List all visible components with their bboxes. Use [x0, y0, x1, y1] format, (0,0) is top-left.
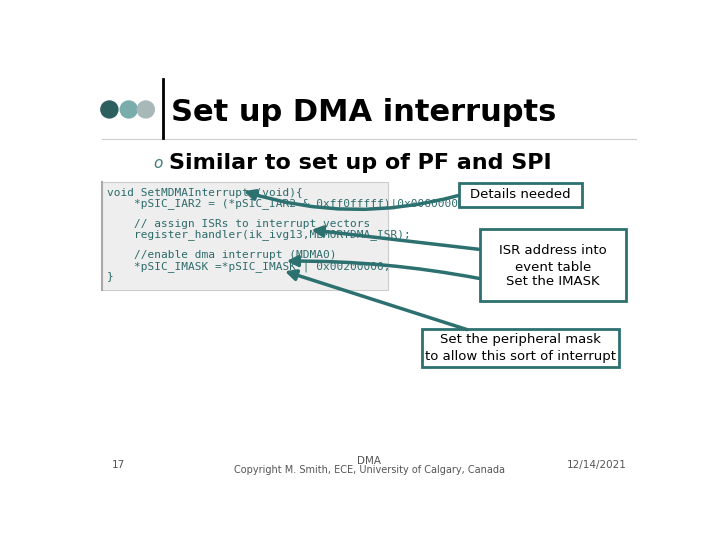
Text: Details needed: Details needed	[470, 188, 571, 201]
Text: // assign ISRs to interrupt vectors: // assign ISRs to interrupt vectors	[107, 219, 370, 229]
Text: Similar to set up of PF and SPI: Similar to set up of PF and SPI	[169, 153, 552, 173]
Text: o: o	[153, 156, 163, 171]
Text: ISR address into
event table: ISR address into event table	[499, 244, 607, 274]
Text: Set the peripheral mask
to allow this sort of interrupt: Set the peripheral mask to allow this so…	[425, 333, 616, 363]
Text: void SetMDMAInterrupts(void){: void SetMDMAInterrupts(void){	[107, 188, 303, 198]
Text: 17: 17	[112, 460, 125, 470]
FancyBboxPatch shape	[422, 329, 618, 367]
Text: register_handler(ik_ivg13,MEMORYDMA_ISR);: register_handler(ik_ivg13,MEMORYDMA_ISR)…	[107, 230, 411, 240]
Text: *pSIC_IAR2 = (*pSIC_IAR2 & 0xff0fffff)|0x00600000;: *pSIC_IAR2 = (*pSIC_IAR2 & 0xff0fffff)|0…	[107, 198, 472, 210]
FancyBboxPatch shape	[102, 182, 388, 289]
Text: Set the IMASK: Set the IMASK	[506, 275, 600, 288]
Text: *pSIC_IMASK =*pSIC_IMASK | 0x00200000;: *pSIC_IMASK =*pSIC_IMASK | 0x00200000;	[107, 261, 390, 272]
Text: }: }	[107, 271, 114, 281]
Circle shape	[101, 101, 118, 118]
Circle shape	[120, 101, 138, 118]
Text: Set up DMA interrupts: Set up DMA interrupts	[171, 98, 556, 127]
Text: //enable dma interrupt (MDMA0): //enable dma interrupt (MDMA0)	[107, 251, 336, 260]
FancyBboxPatch shape	[480, 229, 626, 301]
Text: 12/14/2021: 12/14/2021	[567, 460, 626, 470]
Text: DMA: DMA	[357, 456, 381, 467]
FancyBboxPatch shape	[459, 183, 582, 207]
Text: Copyright M. Smith, ECE, University of Calgary, Canada: Copyright M. Smith, ECE, University of C…	[233, 465, 505, 475]
Circle shape	[138, 101, 154, 118]
